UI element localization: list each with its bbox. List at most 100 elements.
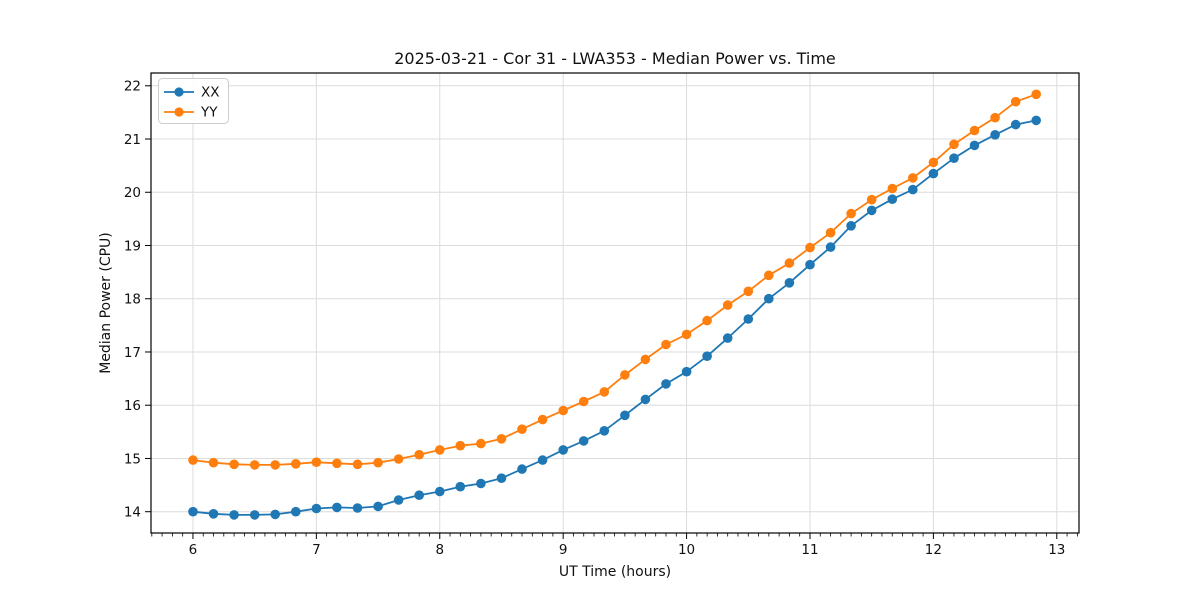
data-point-xx xyxy=(270,509,281,520)
data-point-xx xyxy=(578,436,589,446)
series-xx xyxy=(188,115,1041,520)
data-point-xx xyxy=(291,506,301,517)
data-point-xx xyxy=(846,221,856,231)
data-point-xx xyxy=(969,140,980,151)
data-point-xx xyxy=(784,278,795,288)
data-point-xx xyxy=(188,506,198,517)
data-point-yy xyxy=(661,339,671,350)
x-tick-label: 7 xyxy=(312,542,321,558)
legend-entry-yy: YY xyxy=(164,105,218,121)
data-point-xx xyxy=(1010,119,1021,130)
legend-marker-xx xyxy=(174,87,184,97)
series-yy xyxy=(188,89,1041,470)
chart-title: 2025-03-21 - Cor 31 - LWA353 - Median Po… xyxy=(394,49,836,68)
x-tick-labels: 6 7 8 9 10 11 12 13 xyxy=(189,542,1066,558)
data-point-yy xyxy=(681,329,692,340)
data-point-xx xyxy=(1031,115,1041,126)
data-point-yy xyxy=(599,387,610,397)
data-point-yy xyxy=(990,112,1000,123)
data-point-yy xyxy=(414,449,425,460)
data-point-yy xyxy=(249,460,260,470)
legend: XX YY xyxy=(158,78,229,124)
data-point-yy xyxy=(887,183,898,194)
data-point-xx xyxy=(949,153,959,163)
data-point-yy xyxy=(229,459,239,470)
data-point-xx xyxy=(722,333,733,343)
data-point-yy xyxy=(1010,96,1021,107)
data-point-yy xyxy=(825,227,836,238)
y-tick-label: 16 xyxy=(124,398,141,414)
x-tick-label: 10 xyxy=(678,542,695,558)
y-axis-ticks xyxy=(145,85,151,513)
data-point-xx xyxy=(661,379,671,389)
legend-marker-yy xyxy=(174,107,184,117)
data-point-yy xyxy=(188,455,198,465)
data-point-xx xyxy=(743,314,754,324)
data-point-yy xyxy=(208,457,219,468)
data-point-xx xyxy=(393,495,404,505)
data-point-xx xyxy=(681,366,692,377)
data-point-xx xyxy=(928,168,939,179)
data-point-xx xyxy=(702,351,712,362)
data-point-xx xyxy=(825,242,836,252)
data-point-xx xyxy=(990,130,1000,140)
data-point-xx xyxy=(558,445,568,455)
data-point-xx xyxy=(249,510,260,520)
data-point-yy xyxy=(311,457,322,468)
legend-entry-xx: XX xyxy=(164,85,220,101)
y-axis-label: Median Power (CPU) xyxy=(98,232,114,374)
x-tick-label: 6 xyxy=(189,542,198,558)
data-point-yy xyxy=(476,438,486,449)
y-tick-label: 15 xyxy=(124,451,141,467)
legend-label-yy: YY xyxy=(200,105,218,121)
legend-label-xx: XX xyxy=(201,85,220,101)
data-point-yy xyxy=(517,424,527,435)
data-point-xx xyxy=(764,293,774,304)
data-point-yy xyxy=(805,242,815,253)
data-point-yy xyxy=(435,445,445,455)
series-line-yy xyxy=(192,93,1037,466)
data-point-yy xyxy=(332,458,342,469)
y-tick-label: 18 xyxy=(124,292,141,308)
y-tick-label: 22 xyxy=(124,79,141,95)
data-point-xx xyxy=(517,464,527,474)
x-axis-label: UT Time (hours) xyxy=(559,564,671,580)
y-tick-label: 21 xyxy=(124,132,141,148)
data-point-xx xyxy=(805,259,815,270)
data-point-yy xyxy=(393,454,404,464)
data-point-xx xyxy=(537,455,548,465)
data-point-yy xyxy=(496,434,507,444)
gridlines xyxy=(151,73,1079,533)
data-point-xx xyxy=(373,501,383,512)
data-point-yy xyxy=(270,460,281,470)
data-point-xx xyxy=(435,486,445,497)
data-point-yy xyxy=(558,405,568,416)
data-point-yy xyxy=(291,459,301,469)
data-point-yy xyxy=(640,354,651,365)
y-tick-label: 14 xyxy=(124,505,141,521)
data-point-xx xyxy=(908,184,918,195)
x-tick-label: 13 xyxy=(1048,542,1065,558)
data-point-xx xyxy=(311,503,322,514)
data-point-xx xyxy=(599,426,610,436)
data-point-yy xyxy=(743,286,754,297)
data-point-xx xyxy=(620,410,630,421)
y-tick-labels: 14 15 16 17 18 19 20 21 22 xyxy=(124,79,141,521)
data-point-yy xyxy=(1031,89,1041,100)
data-point-yy xyxy=(908,173,918,183)
data-point-yy xyxy=(455,440,466,451)
data-point-yy xyxy=(373,457,383,468)
x-axis-ticks xyxy=(192,533,1058,539)
data-point-xx xyxy=(887,194,898,204)
data-point-yy xyxy=(784,258,795,268)
data-point-xx xyxy=(866,205,877,216)
data-point-xx xyxy=(455,481,466,492)
data-point-xx xyxy=(496,473,507,484)
data-point-xx xyxy=(640,394,651,405)
data-point-yy xyxy=(928,157,939,168)
data-point-yy xyxy=(702,315,712,326)
x-tick-label: 12 xyxy=(925,542,942,558)
data-point-yy xyxy=(352,459,363,470)
